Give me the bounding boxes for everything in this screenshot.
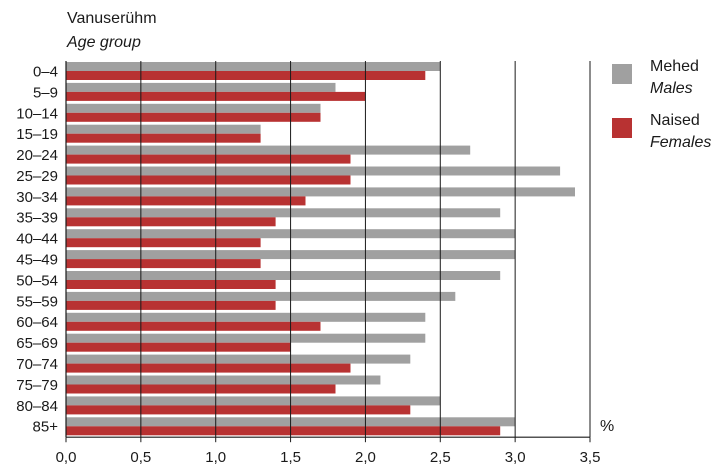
y-tick-label-6: 30–34 xyxy=(16,189,58,206)
x-tick-label-7: 3,5 xyxy=(580,449,601,466)
y-tick-label-10: 50–54 xyxy=(16,272,58,289)
bar-males-12 xyxy=(66,312,426,322)
bar-males-13 xyxy=(66,333,426,343)
y-tick-label-0: 0–4 xyxy=(33,64,58,81)
bar-males-1 xyxy=(66,82,336,92)
y-tick-label-4: 20–24 xyxy=(16,147,58,164)
bar-females-17 xyxy=(66,426,501,436)
bar-males-0 xyxy=(66,62,441,71)
y-tick-label-14: 70–74 xyxy=(16,356,58,373)
x-tick-label-4: 2,0 xyxy=(355,449,376,466)
bar-females-2 xyxy=(66,112,321,122)
bar-males-2 xyxy=(66,103,321,113)
bar-females-15 xyxy=(66,384,336,394)
y-axis-title-english: Age group xyxy=(67,34,141,51)
bar-males-14 xyxy=(66,354,411,364)
bar-males-3 xyxy=(66,124,261,134)
y-tick-label-8: 40–44 xyxy=(16,231,58,248)
bar-females-0 xyxy=(66,71,426,80)
bar-males-7 xyxy=(66,208,501,218)
y-tick-label-13: 65–69 xyxy=(16,335,58,352)
bar-females-14 xyxy=(66,363,351,373)
y-tick-label-9: 45–49 xyxy=(16,252,58,269)
y-tick-label-1: 5–9 xyxy=(33,84,58,101)
bar-females-10 xyxy=(66,280,276,289)
y-tick-label-3: 15–19 xyxy=(16,126,58,143)
legend-swatch-females xyxy=(612,118,632,138)
bar-males-10 xyxy=(66,271,501,280)
bar-females-9 xyxy=(66,259,261,269)
bar-males-11 xyxy=(66,291,456,301)
bar-females-4 xyxy=(66,154,351,164)
y-tick-label-15: 75–79 xyxy=(16,377,58,394)
legend-label-naised: Naised xyxy=(650,112,700,129)
bar-males-6 xyxy=(66,187,575,197)
y-tick-label-2: 10–14 xyxy=(16,105,58,122)
y-tick-label-16: 80–84 xyxy=(16,398,58,415)
bar-females-7 xyxy=(66,217,276,227)
bar-males-4 xyxy=(66,145,471,155)
x-tick-label-3: 1,5 xyxy=(280,449,301,466)
unit-label: % xyxy=(600,418,615,435)
bar-females-12 xyxy=(66,321,321,331)
bar-females-8 xyxy=(66,238,261,248)
x-tick-label-1: 0,5 xyxy=(130,449,151,466)
bar-females-13 xyxy=(66,342,291,352)
legend-label-males: Males xyxy=(650,80,693,97)
bar-females-11 xyxy=(66,300,276,310)
x-tick-label-5: 2,5 xyxy=(430,449,451,466)
y-tick-label-5: 25–29 xyxy=(16,168,58,185)
x-tick-label-0: 0,0 xyxy=(56,449,77,466)
bar-females-3 xyxy=(66,133,261,143)
bar-males-16 xyxy=(66,396,441,406)
bar-males-15 xyxy=(66,375,381,385)
y-tick-label-17: 85+ xyxy=(33,419,59,436)
legend-label-females: Females xyxy=(650,134,712,151)
x-tick-label-2: 1,0 xyxy=(205,449,226,466)
bar-males-5 xyxy=(66,166,561,176)
x-tick-label-6: 3,0 xyxy=(505,449,526,466)
legend-label-mehed: Mehed xyxy=(650,58,699,75)
y-tick-label-11: 55–59 xyxy=(16,293,58,310)
y-tick-label-7: 35–39 xyxy=(16,210,58,227)
bar-females-6 xyxy=(66,196,306,206)
y-axis-title: Vanuserühm xyxy=(67,10,157,27)
y-tick-label-12: 60–64 xyxy=(16,314,58,331)
legend-swatch-males xyxy=(612,64,632,84)
bar-females-16 xyxy=(66,405,411,415)
bar-females-5 xyxy=(66,175,351,185)
